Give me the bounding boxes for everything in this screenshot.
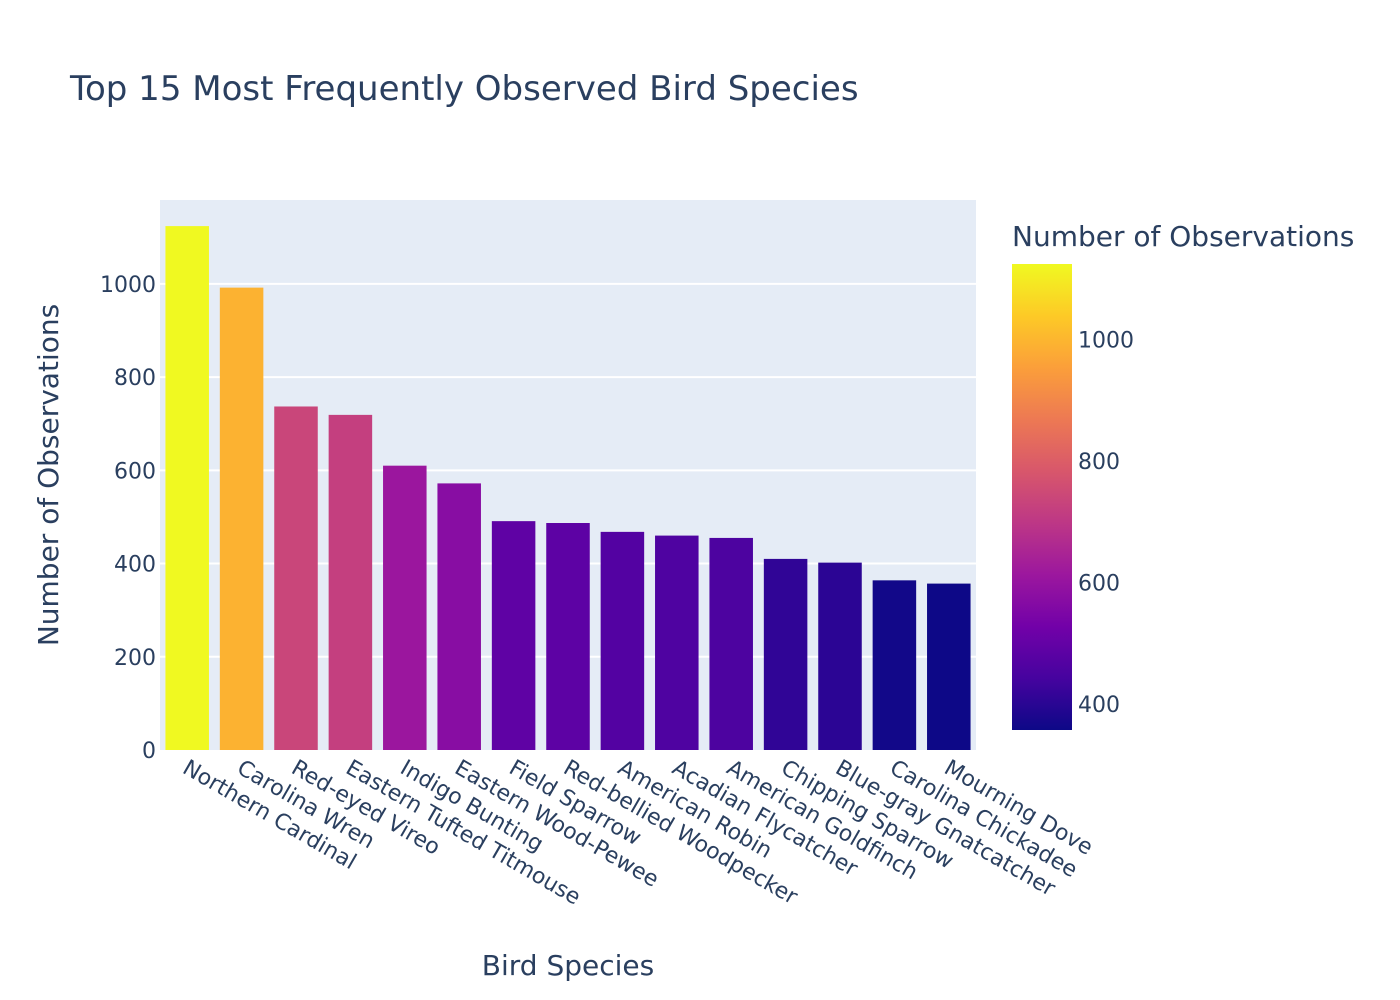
- bar[interactable]: [655, 535, 699, 750]
- bar[interactable]: [219, 287, 264, 750]
- bar[interactable]: [274, 406, 318, 750]
- y-tick-label: 0: [142, 739, 156, 764]
- bar[interactable]: [818, 562, 862, 750]
- colorbar-tick-label: 600: [1078, 571, 1120, 596]
- bar[interactable]: [763, 558, 808, 750]
- bar[interactable]: [383, 465, 427, 750]
- bar[interactable]: [872, 580, 917, 750]
- y-tick-label: 400: [114, 553, 156, 578]
- bar[interactable]: [709, 537, 753, 750]
- bar[interactable]: [491, 521, 536, 750]
- y-tick-label: 600: [114, 459, 156, 484]
- bar[interactable]: [600, 531, 645, 750]
- colorbar-tick-label: 800: [1078, 450, 1120, 475]
- colorbar-title: Number of Observations: [1012, 220, 1354, 253]
- colorbar: [1012, 264, 1072, 730]
- bar[interactable]: [546, 523, 590, 750]
- bar[interactable]: [927, 583, 971, 750]
- y-tick-labels: 0 200 400 600 800 1000: [100, 273, 156, 764]
- bar[interactable]: [165, 226, 209, 751]
- colorbar-tick-label: 400: [1078, 693, 1120, 718]
- colorbar-tick-labels: 400 600 800 1000: [1078, 328, 1134, 718]
- y-tick-label: 1000: [100, 273, 156, 298]
- y-tick-label: 800: [114, 366, 156, 391]
- chart-title: Top 15 Most Frequently Observed Bird Spe…: [69, 69, 859, 109]
- y-axis-label: Number of Observations: [32, 304, 65, 646]
- bars: [165, 226, 971, 751]
- colorbar-tick-label: 1000: [1078, 328, 1134, 353]
- bar[interactable]: [437, 483, 481, 750]
- x-axis-label: Bird Species: [482, 949, 654, 982]
- bar[interactable]: [328, 414, 373, 750]
- y-tick-label: 200: [114, 646, 156, 671]
